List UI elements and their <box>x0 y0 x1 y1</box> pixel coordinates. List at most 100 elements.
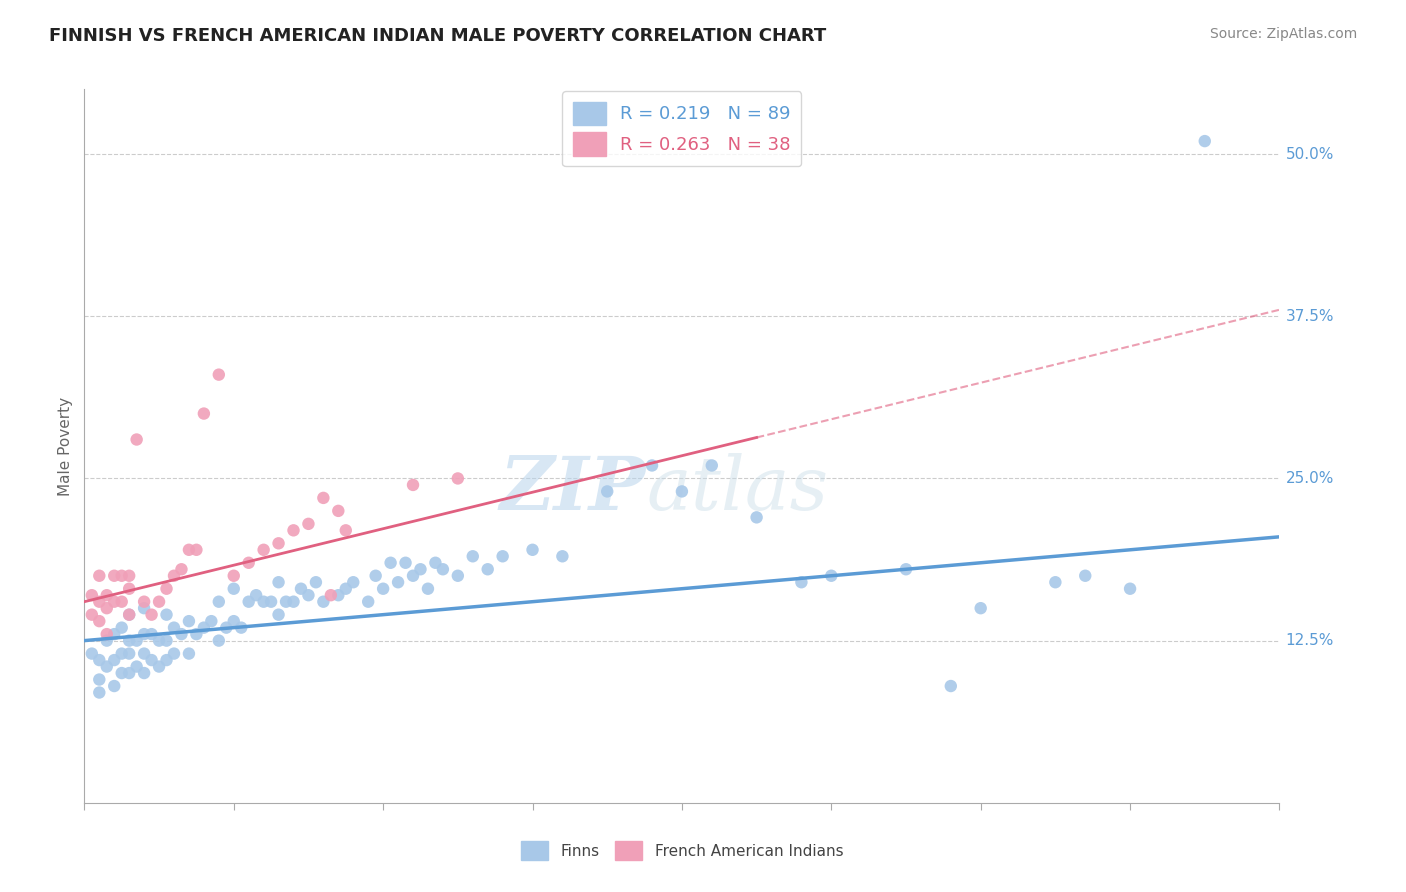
Point <box>186 542 208 557</box>
Point <box>328 504 350 518</box>
Point <box>253 542 276 557</box>
Point <box>222 614 245 628</box>
Point <box>477 562 499 576</box>
Point <box>745 510 768 524</box>
Text: atlas: atlas <box>647 452 828 525</box>
Point <box>1119 582 1142 596</box>
Point <box>132 601 156 615</box>
Y-axis label: Male Poverty: Male Poverty <box>58 396 73 496</box>
Point <box>409 562 432 576</box>
Point <box>402 568 425 582</box>
Point <box>80 588 103 602</box>
Point <box>319 588 342 602</box>
Point <box>461 549 484 564</box>
Point <box>231 621 253 635</box>
Point <box>222 568 245 582</box>
Point <box>447 471 470 485</box>
Point <box>193 407 215 421</box>
Point <box>125 433 148 447</box>
Point <box>939 679 962 693</box>
Point <box>111 595 134 609</box>
Point <box>103 679 125 693</box>
Point <box>447 568 470 582</box>
Text: Source: ZipAtlas.com: Source: ZipAtlas.com <box>1209 27 1357 41</box>
Point <box>1074 568 1097 582</box>
Point <box>170 562 193 576</box>
Point <box>96 627 118 641</box>
Point <box>125 633 148 648</box>
Text: 50.0%: 50.0% <box>1285 146 1334 161</box>
Point <box>357 595 380 609</box>
Point <box>103 568 125 582</box>
Point <box>141 627 163 641</box>
Point <box>163 647 186 661</box>
Point <box>89 568 111 582</box>
Point <box>186 627 208 641</box>
Point <box>790 575 813 590</box>
Point <box>238 595 260 609</box>
Point <box>328 588 350 602</box>
Point <box>163 568 186 582</box>
Point <box>200 614 222 628</box>
Point <box>522 542 544 557</box>
Point <box>894 562 917 576</box>
Point <box>222 582 245 596</box>
Point <box>111 666 134 681</box>
Point <box>89 673 111 687</box>
Point <box>96 633 118 648</box>
Point <box>641 458 664 473</box>
Point <box>297 588 319 602</box>
Point <box>700 458 723 473</box>
Point <box>118 633 141 648</box>
Point <box>820 568 842 582</box>
Point <box>394 556 416 570</box>
Point <box>103 627 125 641</box>
Point <box>148 633 170 648</box>
Point <box>118 666 141 681</box>
Point <box>141 607 163 622</box>
Point <box>148 595 170 609</box>
Point <box>215 621 238 635</box>
Point <box>170 627 193 641</box>
Point <box>342 575 364 590</box>
Point <box>155 582 177 596</box>
Text: 37.5%: 37.5% <box>1285 309 1334 324</box>
Point <box>970 601 993 615</box>
Point <box>402 478 425 492</box>
Point <box>312 491 335 505</box>
Point <box>335 582 357 596</box>
Text: 25.0%: 25.0% <box>1285 471 1334 486</box>
Point <box>118 582 141 596</box>
Point <box>364 568 387 582</box>
Point <box>208 595 231 609</box>
Point <box>416 582 439 596</box>
Point <box>425 556 447 570</box>
Point <box>89 595 111 609</box>
Point <box>1194 134 1216 148</box>
Point <box>111 647 134 661</box>
Point <box>432 562 454 576</box>
Point <box>283 595 305 609</box>
Point <box>671 484 693 499</box>
Point <box>118 607 141 622</box>
Point <box>208 368 231 382</box>
Point <box>155 653 177 667</box>
Point <box>551 549 574 564</box>
Point <box>80 647 103 661</box>
Point <box>267 536 290 550</box>
Point <box>193 621 215 635</box>
Point <box>155 633 177 648</box>
Point <box>267 575 290 590</box>
Point <box>177 614 200 628</box>
Point <box>238 556 260 570</box>
Point <box>141 653 163 667</box>
Point <box>267 607 290 622</box>
Point <box>380 556 402 570</box>
Point <box>312 595 335 609</box>
Point <box>80 607 103 622</box>
Point <box>118 607 141 622</box>
Point <box>492 549 515 564</box>
Point <box>111 568 134 582</box>
Point <box>596 484 619 499</box>
Point <box>297 516 319 531</box>
